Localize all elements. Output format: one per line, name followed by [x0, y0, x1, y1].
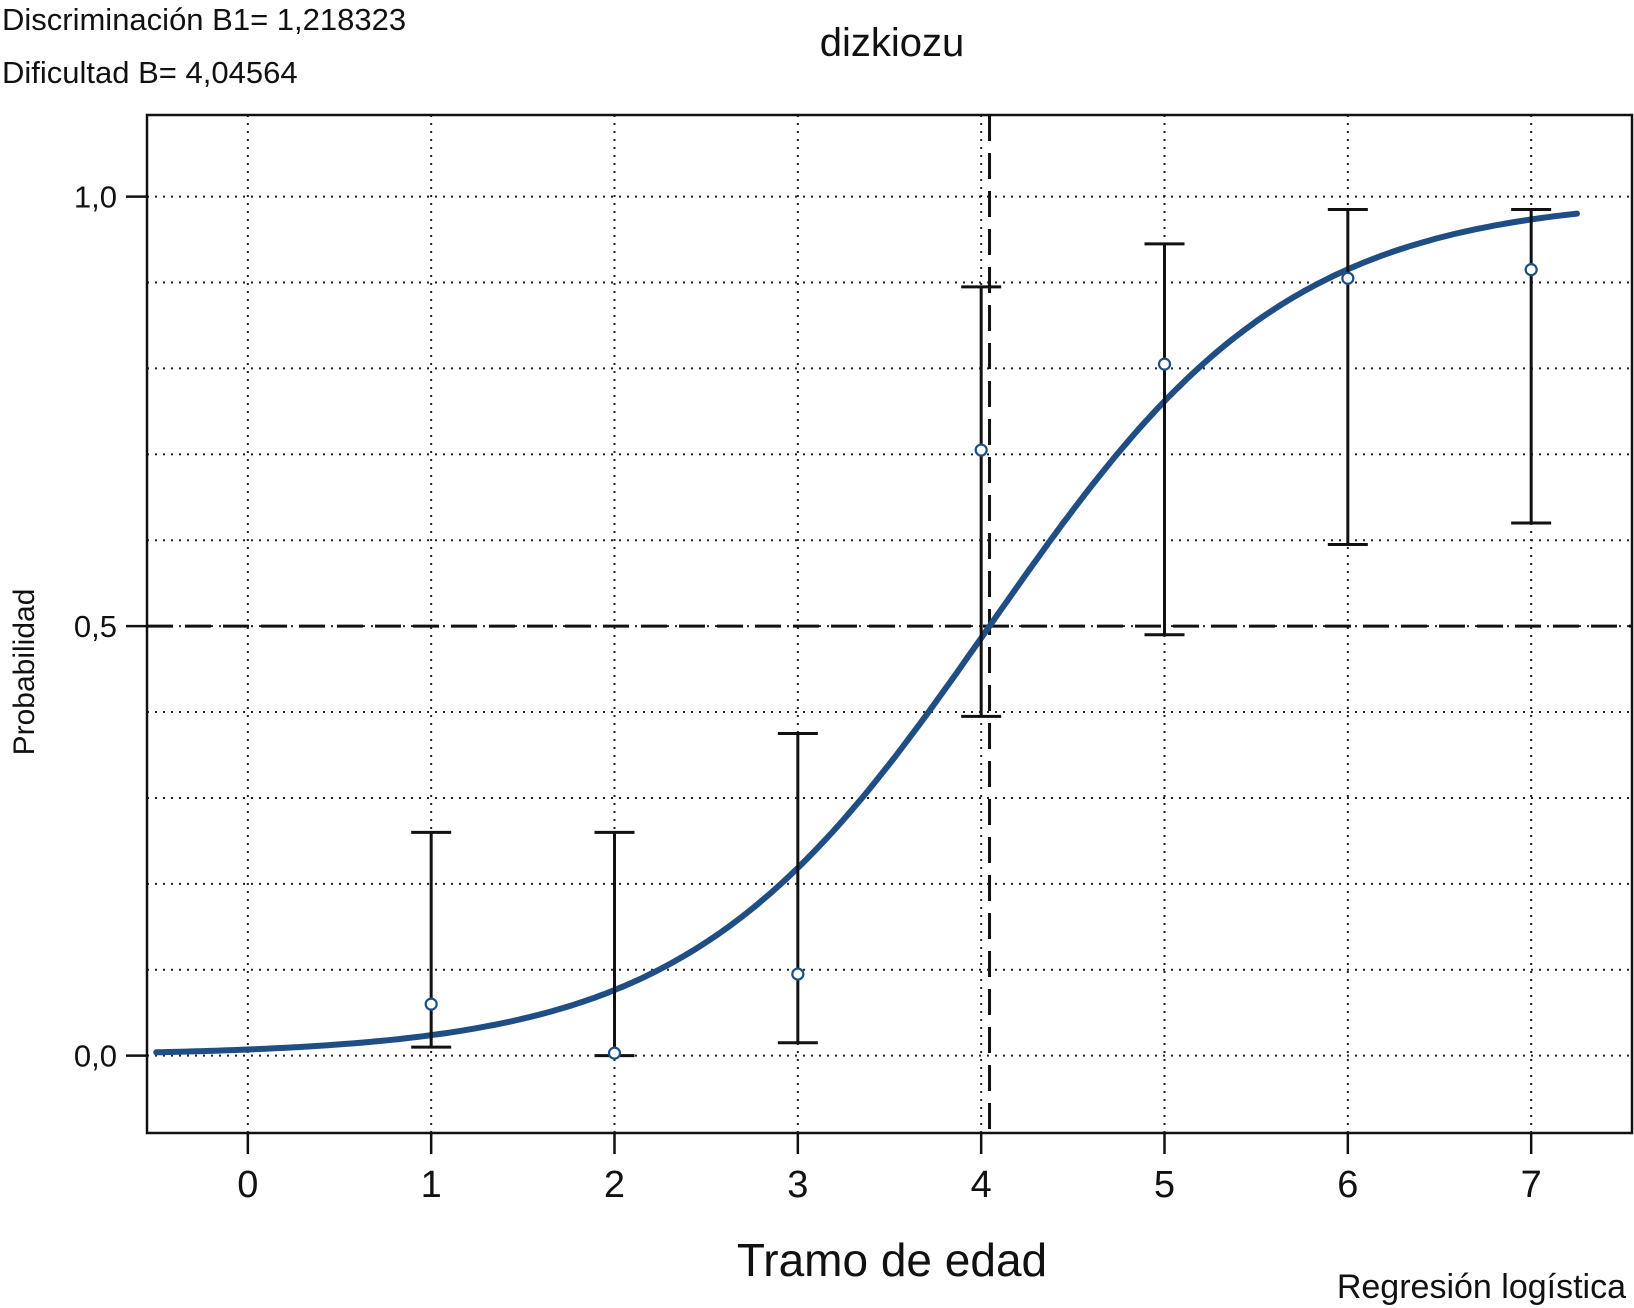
data-point: [607, 1046, 622, 1060]
x-tick-label: 7: [1521, 1164, 1542, 1206]
error-bars: [411, 207, 1552, 1058]
x-tick-label: 5: [1154, 1164, 1175, 1206]
x-tick-label: 2: [604, 1164, 625, 1206]
x-tick-label: 4: [971, 1164, 992, 1206]
y-tick-label: 1,0: [74, 180, 117, 215]
y-axis-label: Probabilidad: [8, 589, 41, 756]
x-axis-label: Tramo de edad: [737, 1234, 1047, 1286]
data-point: [1157, 357, 1172, 371]
y-tick-label: 0,5: [74, 609, 117, 644]
grid: [147, 115, 1632, 1133]
discrimination-label: Discriminación B1= 1,218323: [2, 2, 407, 37]
data-point: [1524, 263, 1538, 277]
chart-title: dizkiozu: [820, 21, 965, 65]
data-point: [974, 443, 988, 457]
plot-frame: [145, 113, 1634, 1135]
data-point: [791, 967, 805, 981]
y-tick-label: 0,0: [74, 1039, 117, 1074]
data-point: [1341, 271, 1355, 285]
x-tick-label: 3: [787, 1164, 808, 1206]
x-tick-label: 6: [1337, 1164, 1358, 1206]
logistic-curve: [153, 210, 1580, 1056]
reference-lines: [147, 115, 1632, 1133]
axis-ticks: 0 1 2 3 4 5 6 7 0,0 0,5 1,0: [74, 180, 1542, 1206]
method-label: Regresión logística: [1337, 1268, 1626, 1306]
data-points: [424, 263, 1538, 1060]
difficulty-label: Dificultad B= 4,04564: [2, 55, 298, 90]
data-point: [424, 997, 438, 1011]
logistic-curve-group: [153, 210, 1580, 1056]
x-tick-label: 1: [421, 1164, 442, 1206]
x-tick-label: 0: [237, 1164, 258, 1206]
